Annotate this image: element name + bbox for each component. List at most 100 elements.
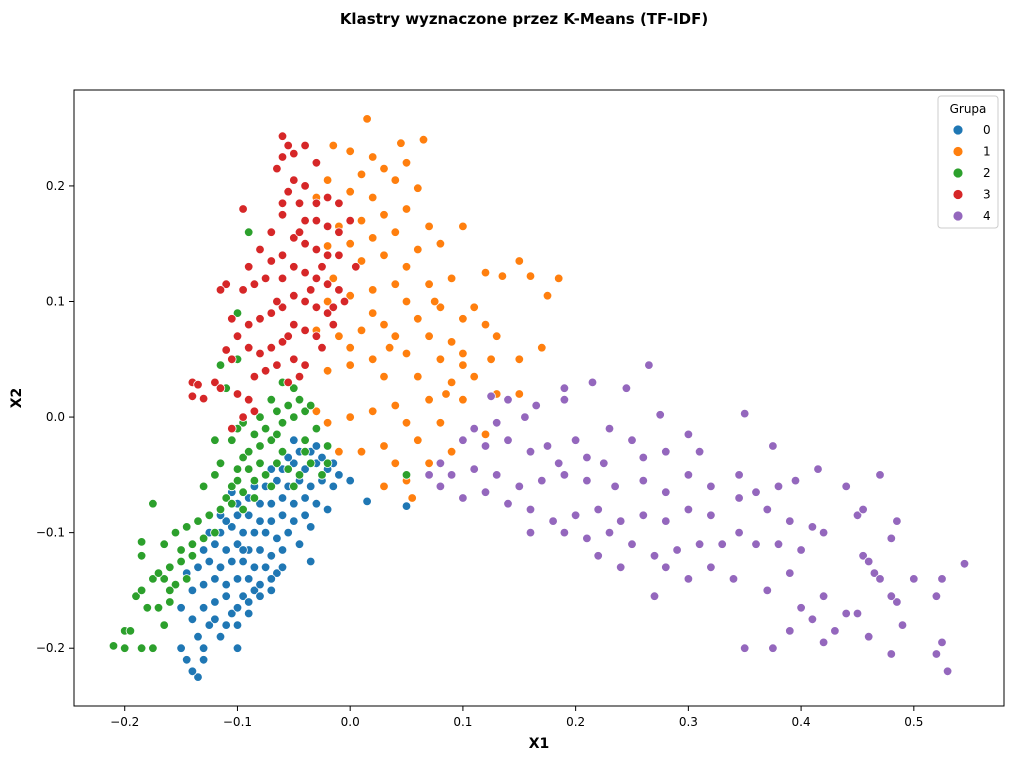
point-cluster-0-2 bbox=[181, 655, 192, 665]
point-cluster-4-94 bbox=[937, 574, 947, 584]
x-tick-label: 0.5 bbox=[904, 715, 923, 729]
point-cluster-4-77 bbox=[717, 539, 727, 549]
point-cluster-4-20 bbox=[627, 435, 637, 445]
point-cluster-4-29 bbox=[435, 458, 446, 469]
point-cluster-1-58 bbox=[458, 348, 468, 359]
point-cluster-3-74 bbox=[243, 395, 254, 405]
point-cluster-4-23 bbox=[554, 458, 564, 469]
y-tick-label: −0.2 bbox=[36, 641, 65, 655]
point-cluster-1-16 bbox=[379, 210, 389, 220]
point-cluster-4-67 bbox=[852, 510, 863, 521]
point-cluster-4-75 bbox=[672, 545, 682, 555]
point-cluster-4-58 bbox=[638, 510, 649, 521]
point-cluster-4-35 bbox=[559, 470, 570, 480]
point-cluster-2-56 bbox=[300, 435, 310, 445]
point-cluster-4-37 bbox=[610, 481, 620, 492]
point-cluster-1-45 bbox=[458, 314, 468, 324]
point-cluster-0-27 bbox=[266, 585, 277, 596]
point-cluster-4-9 bbox=[559, 395, 570, 405]
point-cluster-3-68 bbox=[215, 383, 226, 393]
point-cluster-1-57 bbox=[486, 354, 496, 365]
y-ticks: −0.2 −0.1 0.0 0.1 0.2 bbox=[36, 179, 74, 655]
point-cluster-1-28 bbox=[356, 256, 367, 266]
point-cluster-3-27 bbox=[334, 250, 344, 261]
point-cluster-4-98 bbox=[818, 591, 829, 601]
point-cluster-4-11 bbox=[492, 418, 502, 428]
point-cluster-1-42 bbox=[401, 296, 412, 307]
point-cluster-3-77 bbox=[227, 423, 237, 434]
point-cluster-0-13 bbox=[198, 603, 209, 613]
x-tick-label: −0.1 bbox=[223, 715, 252, 729]
point-cluster-3-49 bbox=[255, 314, 265, 324]
point-cluster-4-79 bbox=[751, 539, 761, 549]
legend-label-1: 1 bbox=[983, 145, 991, 159]
point-cluster-0-104 bbox=[266, 574, 277, 584]
point-cluster-1-1 bbox=[418, 134, 429, 145]
point-cluster-0-58 bbox=[266, 516, 277, 526]
x-tick-label: −0.2 bbox=[110, 715, 139, 729]
point-cluster-4-10 bbox=[520, 412, 530, 422]
point-cluster-1-97 bbox=[384, 343, 395, 353]
legend-entries: 0 1 2 3 4 bbox=[952, 123, 991, 223]
point-cluster-0-15 bbox=[221, 591, 231, 601]
point-cluster-1-76 bbox=[322, 418, 333, 428]
point-cluster-0-48 bbox=[227, 522, 237, 532]
point-cluster-3-54 bbox=[300, 325, 310, 336]
point-cluster-3-39 bbox=[249, 279, 260, 289]
y-axis-label: X2 bbox=[9, 388, 25, 409]
point-cluster-3-13 bbox=[322, 192, 333, 203]
point-cluster-1-38 bbox=[390, 279, 401, 289]
point-cluster-0-49 bbox=[238, 527, 248, 538]
point-cluster-1-43 bbox=[435, 302, 446, 313]
point-cluster-3-65 bbox=[260, 366, 271, 376]
point-cluster-2-47 bbox=[255, 412, 265, 422]
point-cluster-0-40 bbox=[221, 545, 231, 555]
point-cluster-1-35 bbox=[542, 291, 553, 301]
point-cluster-2-18 bbox=[187, 551, 198, 561]
point-cluster-4-39 bbox=[661, 487, 671, 497]
point-cluster-1-37 bbox=[424, 279, 434, 289]
point-cluster-0-1 bbox=[187, 666, 198, 677]
point-cluster-3-63 bbox=[300, 360, 310, 370]
point-cluster-2-10 bbox=[131, 591, 141, 601]
point-cluster-4-26 bbox=[638, 452, 649, 463]
point-cluster-2-63 bbox=[272, 458, 282, 469]
point-cluster-1-81 bbox=[413, 435, 423, 445]
point-cluster-1-6 bbox=[379, 163, 389, 174]
point-cluster-4-101 bbox=[852, 608, 863, 619]
point-cluster-3-33 bbox=[300, 267, 310, 278]
point-cluster-2-42 bbox=[289, 412, 299, 422]
point-cluster-3-71 bbox=[187, 391, 198, 402]
point-cluster-0-45 bbox=[277, 545, 288, 555]
point-cluster-1-26 bbox=[435, 238, 446, 249]
point-cluster-3-76 bbox=[238, 412, 248, 422]
point-cluster-1-2 bbox=[396, 138, 406, 148]
point-cluster-1-65 bbox=[379, 371, 389, 382]
point-cluster-3-83 bbox=[351, 262, 361, 272]
point-cluster-0-20 bbox=[187, 585, 198, 596]
legend-label-4: 4 bbox=[983, 209, 991, 223]
point-cluster-0-16 bbox=[232, 603, 243, 613]
point-cluster-0-52 bbox=[272, 533, 282, 544]
point-cluster-4-68 bbox=[858, 504, 868, 515]
point-cluster-1-8 bbox=[356, 169, 367, 180]
legend: Grupa 0 1 2 3 4 bbox=[937, 95, 999, 229]
point-cluster-4-56 bbox=[593, 504, 603, 515]
point-cluster-3-29 bbox=[266, 256, 277, 266]
point-cluster-2-41 bbox=[277, 418, 288, 428]
point-cluster-3-85 bbox=[294, 227, 305, 237]
point-cluster-2-8 bbox=[153, 603, 164, 613]
point-cluster-0-23 bbox=[221, 579, 231, 590]
point-cluster-1-56 bbox=[514, 354, 525, 365]
point-cluster-3-36 bbox=[334, 285, 344, 295]
point-cluster-1-93 bbox=[328, 273, 339, 284]
point-cluster-4-109 bbox=[937, 637, 947, 648]
point-cluster-3-2 bbox=[289, 148, 299, 159]
point-cluster-4-2 bbox=[587, 377, 598, 388]
point-cluster-1-67 bbox=[446, 377, 457, 388]
point-cluster-4-52 bbox=[503, 499, 513, 509]
point-cluster-4-19 bbox=[604, 423, 615, 434]
point-cluster-3-42 bbox=[215, 285, 226, 295]
point-cluster-2-49 bbox=[227, 435, 237, 445]
point-cluster-4-18 bbox=[570, 435, 581, 445]
